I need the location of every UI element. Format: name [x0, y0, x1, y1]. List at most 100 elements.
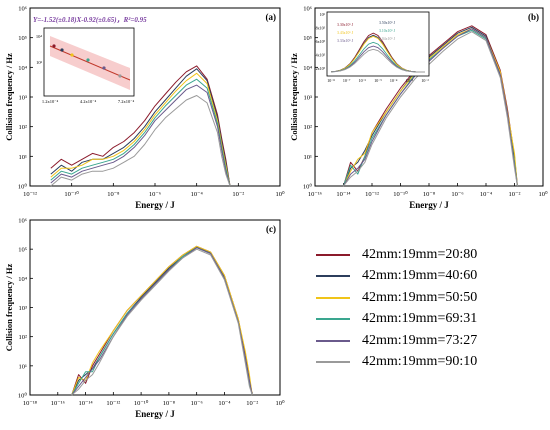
- inset-peak-label: 3.33x10⁵ J: [337, 39, 354, 43]
- chart-panel-a: 10⁻¹² 10⁻¹⁰ 10⁻⁸ 10⁻⁶ 10⁻⁴ 10⁻² 10⁰ 10⁰ 10¹ 10² 10…: [4, 6, 285, 211]
- inset-peak-label: 3.10x10⁵ J: [379, 29, 396, 33]
- inset-x-tick-label: 10⁻²: [421, 78, 429, 83]
- x-tick-label: 10⁻⁴: [480, 191, 493, 198]
- x-tick-label: 10⁰: [275, 399, 285, 407]
- y-axis-label: Collision frequency / Hz: [4, 264, 14, 352]
- x-axis-label: Energy / J: [135, 409, 175, 419]
- x-tick-label: 10⁻⁶: [451, 191, 463, 198]
- y-axis-label: Collision frequency / Hz: [289, 53, 299, 141]
- legend-label: 42mm:19mm=69:31: [362, 311, 478, 327]
- plot-frame: [29, 219, 281, 396]
- x-tick-label: 10⁻²: [246, 400, 258, 407]
- inset-data-point: [60, 48, 64, 52]
- x-tick-label: 10⁻¹⁴: [336, 191, 351, 198]
- x-tick-label: 10⁻¹⁴: [78, 400, 93, 407]
- series-line-50-50: [50, 72, 231, 187]
- inset-y-tick-label: 10⁶: [320, 12, 326, 17]
- series-line-69-31: [71, 247, 253, 396]
- x-tick-label: 10⁻¹⁰: [64, 190, 79, 198]
- inset-x-tick-label: 10⁻⁶: [359, 78, 367, 83]
- inset-data-point: [118, 74, 122, 78]
- legend-item: 42mm:19mm=20:80: [316, 244, 540, 266]
- y-tick-label: 10³: [19, 305, 28, 312]
- x-tick-label: 10⁰: [538, 190, 548, 198]
- legend-label: 42mm:19mm=90:10: [362, 354, 478, 370]
- inset-x-tick-label: 10⁻³: [406, 78, 414, 83]
- x-tick-label: 10⁻⁸: [163, 400, 176, 407]
- inset-x-tick-label: 10⁻⁵: [374, 78, 382, 83]
- series-line-90-10: [50, 95, 231, 187]
- inset-data-point: [52, 44, 56, 48]
- x-tick-label: 10⁻¹²: [23, 191, 37, 198]
- x-tick-label: 10⁻¹²: [365, 191, 379, 198]
- x-tick-label: 10⁻⁴: [218, 400, 231, 407]
- legend-item: 42mm:19mm=90:10: [316, 352, 540, 374]
- legend-label: 42mm:19mm=20:80: [362, 246, 478, 262]
- legend-swatch: [316, 275, 350, 278]
- inset-peak-plot: 3.30x10⁵ J 3.50x10⁵ J 3.43x10⁵ J 3.10x10⁵ J…: [316, 11, 429, 83]
- x-tick-label: 10⁻¹⁰: [393, 190, 408, 198]
- y-tick-label: 10⁴: [303, 65, 313, 72]
- series-line-73-27: [71, 247, 253, 396]
- y-tick-label: 10⁶: [18, 6, 27, 13]
- series-line-40-60: [71, 246, 253, 396]
- x-axis-label: Energy / J: [135, 200, 175, 210]
- legend-item: 42mm:19mm=73:27: [316, 330, 540, 352]
- y-tick-label: 10¹: [19, 363, 28, 370]
- y-tick-label: 10²: [304, 124, 313, 131]
- inset-peak-label: 3.04x10⁵ J: [379, 37, 396, 41]
- inset-x-tick-label: 4.2x10⁻⁴: [80, 99, 97, 104]
- x-tick-label: 10⁻⁸: [423, 191, 436, 198]
- y-axis-label: Collision frequency / Hz: [4, 53, 14, 141]
- inset-x-tick-label: 10⁻⁸: [327, 78, 335, 83]
- inset-y-tick-label: 2x10⁵: [316, 66, 326, 71]
- legend: 42mm:19mm=20:80 42mm:19mm=40:60 42mm:19m…: [316, 244, 540, 373]
- inset-peak-label: 3.43x10⁵ J: [337, 31, 354, 35]
- y-tick-label: 10⁴: [18, 65, 28, 72]
- inset-peak-label: 3.50x10⁵ J: [379, 21, 396, 25]
- legend-swatch: [316, 339, 350, 342]
- x-tick-label: 10⁰: [275, 190, 285, 198]
- x-tick-label: 10⁻¹⁶: [308, 191, 322, 198]
- inset-x-tick-label: 1.2x10⁻⁴: [42, 99, 59, 104]
- inset-y-tick-label: 10³: [36, 60, 43, 65]
- inset-data-point: [102, 66, 106, 70]
- inset-data-point: [86, 58, 90, 62]
- legend-label: 42mm:19mm=73:27: [362, 332, 478, 348]
- legend-item: 42mm:19mm=40:60: [316, 266, 540, 288]
- inset-peak-label: 3.30x10⁵ J: [337, 23, 354, 27]
- inset-x-tick-label: 10⁻⁷: [343, 78, 351, 83]
- y-tick-label: 10³: [19, 95, 28, 102]
- inset-x-tick-label: 7.2x10⁻⁴: [118, 99, 135, 104]
- legend-item: 42mm:19mm=69:31: [316, 309, 540, 331]
- x-tick-label: 10⁻⁸: [107, 191, 120, 198]
- legend-label: 42mm:19mm=40:60: [362, 268, 478, 284]
- series-line-20-80: [50, 65, 231, 187]
- y-tick-label: 10⁶: [303, 6, 312, 13]
- legend-swatch: [316, 318, 350, 321]
- series-line-73-27: [50, 84, 231, 187]
- legend-swatch: [316, 361, 350, 364]
- legend-swatch: [316, 296, 350, 299]
- x-tick-label: 10⁻⁴: [191, 191, 204, 198]
- inset-y-tick-label: 10⁴: [36, 34, 43, 39]
- inset-x-tick-label: 10⁻⁴: [390, 78, 398, 83]
- series-line-69-31: [50, 78, 231, 187]
- y-tick-label: 10²: [19, 124, 28, 131]
- fit-equation-annotation: Y=-1.52(±0.18)X-0.92(±0.65)，R²=0.95: [33, 16, 147, 24]
- legend-item: 42mm:19mm=50:50: [316, 287, 540, 309]
- y-tick-label: 10¹: [19, 154, 28, 161]
- panel-label: (c): [266, 224, 276, 234]
- inset-fit-line: [49, 45, 131, 81]
- series-line-40-60: [50, 68, 231, 187]
- series-line-20-80: [71, 245, 253, 396]
- y-tick-label: 10⁵: [303, 35, 312, 42]
- panel-label: (b): [528, 12, 539, 22]
- x-tick-label: 10⁻¹²: [106, 400, 120, 407]
- y-tick-label: 10⁴: [18, 276, 28, 283]
- y-tick-label: 10⁵: [18, 35, 27, 42]
- inset-y-tick-label: 4x10⁵: [316, 53, 326, 58]
- inset-curve-90-10: [330, 48, 425, 73]
- x-tick-label: 10⁻⁶: [191, 400, 203, 407]
